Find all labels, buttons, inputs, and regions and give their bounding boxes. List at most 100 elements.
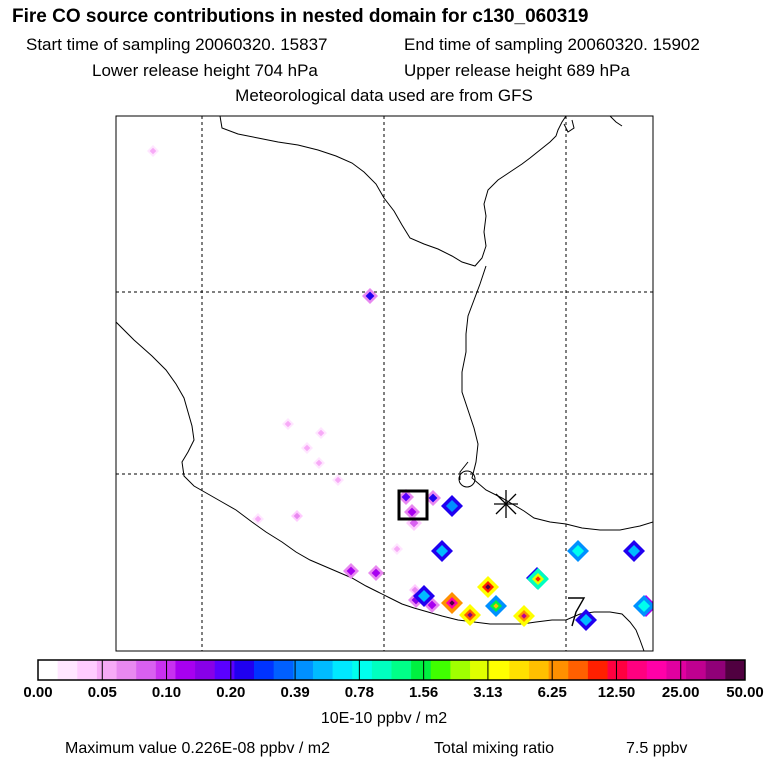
fire-source-s06	[313, 457, 325, 469]
colorbar-swatch	[371, 660, 392, 680]
colorbar-swatch	[489, 660, 510, 680]
fire-source-s01	[147, 145, 159, 157]
colorbar-tick-label: 0.05	[87, 684, 117, 701]
colorbar-tick-label: 50.00	[726, 684, 764, 701]
fire-source-s09	[252, 513, 264, 525]
star-marker	[494, 490, 518, 518]
colorbar-swatch	[509, 660, 530, 680]
fire-source-s07	[332, 474, 344, 486]
fire-source-s13	[425, 490, 441, 506]
fire-source-s04	[315, 427, 327, 439]
fire-source-s20	[623, 540, 645, 562]
colorbar-swatch	[607, 660, 628, 680]
colorbar-tick-label: 3.13	[473, 684, 503, 701]
colorbar-frame	[37, 659, 746, 681]
start-time-label: Start time of sampling 20060320. 15837	[26, 35, 328, 54]
colorbar-swatch	[155, 660, 176, 680]
fire-source-s30	[527, 568, 549, 590]
maximum-value-label: Maximum value 0.226E-08 ppbv / m2	[65, 740, 331, 757]
colorbar-swatch	[528, 660, 550, 680]
met-data-label: Meteorological data used are from GFS	[235, 86, 533, 105]
colorbar-swatch	[725, 660, 746, 680]
colorbar-unit-label: 10E-10 ppbv / m2	[320, 710, 448, 727]
colorbar-tick-label: 0.39	[280, 684, 310, 701]
fire-sources	[147, 145, 653, 631]
colorbar-swatch	[234, 660, 255, 680]
colorbar-tick-label: 0.10	[151, 684, 182, 701]
colorbar-swatch	[666, 660, 687, 680]
colorbar-swatch	[195, 660, 216, 680]
colorbar-swatch	[568, 660, 589, 680]
colorbar-swatch	[77, 660, 98, 680]
colorbar-swatch	[332, 660, 353, 680]
fire-source-s25	[441, 592, 463, 614]
colorbar-swatch	[391, 660, 412, 680]
map-markers	[397, 461, 586, 627]
fire-source-s34	[404, 504, 420, 520]
colorbar-swatch	[175, 660, 196, 680]
total-mixing-ratio-value: 7.5 ppbv	[626, 740, 688, 757]
chart-title: Fire CO source contributions in nested d…	[12, 6, 589, 27]
colorbar-swatch	[587, 660, 608, 680]
coastline-gulf-mexico	[461, 265, 653, 531]
colorbar-swatch	[38, 660, 59, 680]
coastline-baja-gulf	[219, 116, 567, 267]
map-frame	[115, 115, 654, 652]
fire-source-s28	[485, 595, 507, 617]
colorbar-swatch	[646, 660, 667, 680]
colorbar-swatch	[450, 660, 471, 680]
colorbar-swatch	[57, 660, 78, 680]
colorbar-swatch	[214, 660, 235, 680]
fire-source-s29	[513, 605, 535, 627]
fire-source-s14	[441, 495, 463, 517]
fire-source-s32	[633, 595, 653, 617]
coastline-yucatan-corner	[563, 119, 575, 133]
fire-source-s33	[575, 609, 597, 631]
digit-seven-marker	[568, 597, 586, 627]
colorbar-swatch	[430, 660, 451, 680]
fire-source-s19	[567, 540, 589, 562]
fire-source-s12	[398, 489, 414, 505]
fire-source-s10	[343, 563, 359, 579]
fire-source-s05	[301, 442, 313, 454]
end-time-label: End time of sampling 20060320. 15902	[404, 35, 700, 54]
colorbar-swatch	[352, 660, 373, 680]
fire-source-s08	[291, 510, 303, 522]
colorbar-tick-label: 0.78	[344, 684, 374, 701]
colorbar	[37, 659, 746, 681]
colorbar-swatch	[470, 660, 491, 680]
colorbar-swatch	[686, 660, 707, 680]
colorbar-swatch	[96, 660, 117, 680]
fire-source-s02	[362, 288, 378, 304]
colorbar-swatch	[411, 660, 432, 680]
fire-source-s27	[459, 604, 481, 626]
receptor-box-marker	[397, 489, 429, 521]
fire-source-s24	[413, 585, 435, 607]
fire-source-s26	[477, 576, 499, 598]
fire-source-s18	[431, 540, 453, 562]
colorbar-tick-label: 12.50	[597, 684, 636, 701]
lower-release-height-label: Lower release height 704 hPa	[92, 61, 318, 80]
colorbar-tick-label: 0.20	[216, 684, 246, 701]
colorbar-tick-label: 6.25	[537, 684, 567, 701]
fire-source-s11	[368, 565, 384, 581]
colorbar-swatch	[548, 660, 569, 680]
colorbar-swatch	[116, 660, 137, 680]
colorbar-swatch	[254, 660, 275, 680]
colorbar-tick-label: 0.00	[23, 684, 53, 701]
fire-source-s16	[391, 543, 403, 555]
circle-marker	[458, 461, 476, 488]
total-mixing-ratio-label: Total mixing ratio	[434, 740, 555, 757]
map-gridlines	[116, 116, 653, 651]
colorbar-swatch	[705, 660, 726, 680]
colorbar-tick-label: 25.00	[661, 684, 700, 701]
coastline-yucatan-east	[609, 116, 623, 127]
colorbar-swatch	[293, 660, 314, 680]
upper-release-height-label: Upper release height 689 hPa	[404, 61, 630, 80]
colorbar-swatch	[627, 660, 648, 680]
fire-source-s03	[282, 418, 294, 430]
colorbar-tick-label: 1.56	[408, 684, 439, 701]
colorbar-swatch	[136, 660, 157, 680]
colorbar-swatch	[273, 660, 294, 680]
